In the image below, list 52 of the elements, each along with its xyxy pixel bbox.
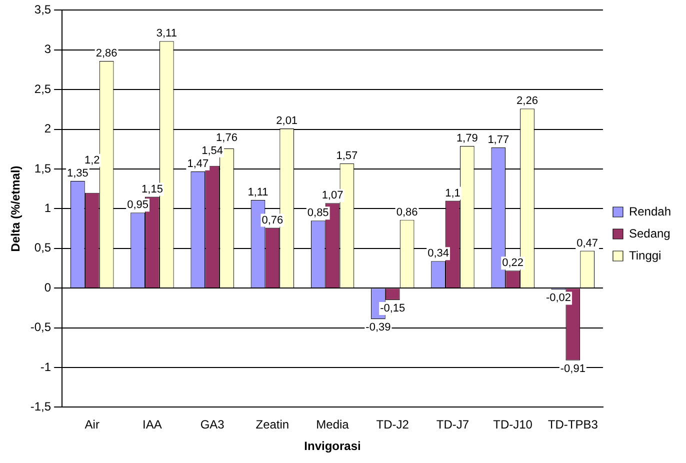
- data-label: 1,57: [336, 150, 358, 162]
- data-label: 2,26: [516, 95, 538, 108]
- data-label: -0,02: [546, 292, 572, 304]
- data-label: 3,11: [156, 28, 177, 40]
- y-tick-label: 2: [44, 122, 52, 136]
- x-tick-label: Zeatin: [256, 418, 290, 432]
- x-axis-title: Invigorasi: [304, 439, 361, 454]
- data-label: 0,34: [428, 248, 450, 260]
- data-label: 1,11: [248, 186, 268, 198]
- data-label: 1,15: [142, 183, 163, 196]
- data-label: 0,47: [576, 237, 598, 250]
- data-label: 1,76: [216, 132, 238, 144]
- data-label: 0,86: [396, 206, 418, 218]
- legend-label: Rendah: [628, 204, 672, 218]
- data-label: 1,77: [488, 134, 510, 146]
- data-label: 2,86: [96, 48, 118, 60]
- data-label: 1,79: [456, 132, 478, 145]
- y-tick-label: 3: [44, 42, 52, 56]
- data-label: 1,35: [66, 167, 88, 180]
- data-label: 0,76: [262, 214, 284, 226]
- legend-label: Tinggi: [628, 248, 662, 262]
- data-label: 0,22: [502, 257, 524, 270]
- x-tick-label: TD-J2: [376, 418, 410, 432]
- x-tick-label: TD-J10: [493, 418, 533, 432]
- x-tick-label: TD-J7: [436, 418, 470, 432]
- y-tick-label: 1: [44, 201, 52, 216]
- legend-label: Sedang: [628, 226, 670, 240]
- y-tick-label: 1,5: [34, 161, 52, 176]
- y-tick-label: -0,5: [30, 320, 52, 334]
- x-tick-label: Media: [316, 418, 350, 432]
- data-label: 1,07: [322, 190, 344, 202]
- x-tick-label: Air: [84, 418, 100, 432]
- y-tick-label: -1,5: [30, 400, 52, 414]
- data-label: -0,91: [560, 362, 586, 375]
- y-axis-title: Delta (%/etmal): [8, 166, 23, 252]
- data-label: 1,2: [84, 154, 100, 166]
- x-tick-label: GA3: [200, 418, 225, 432]
- data-label: 1,1: [445, 187, 460, 200]
- data-label: -0,15: [380, 302, 406, 315]
- x-tick-label: IAA: [142, 418, 162, 432]
- y-tick-label: -1: [40, 360, 52, 374]
- y-tick-label: 3,5: [34, 2, 52, 17]
- data-label: 0,95: [127, 199, 149, 212]
- data-label: 1,47: [187, 158, 209, 170]
- y-tick-label: 0,5: [34, 240, 52, 255]
- data-label: 2,01: [276, 115, 298, 128]
- data-label: 1,54: [202, 144, 224, 157]
- data-label: -0,39: [366, 322, 391, 334]
- data-label: 0,85: [307, 207, 329, 220]
- x-tick-label: TD-TPB3: [548, 418, 598, 432]
- y-tick-label: 0: [44, 280, 52, 294]
- y-tick-label: 2,5: [34, 82, 52, 96]
